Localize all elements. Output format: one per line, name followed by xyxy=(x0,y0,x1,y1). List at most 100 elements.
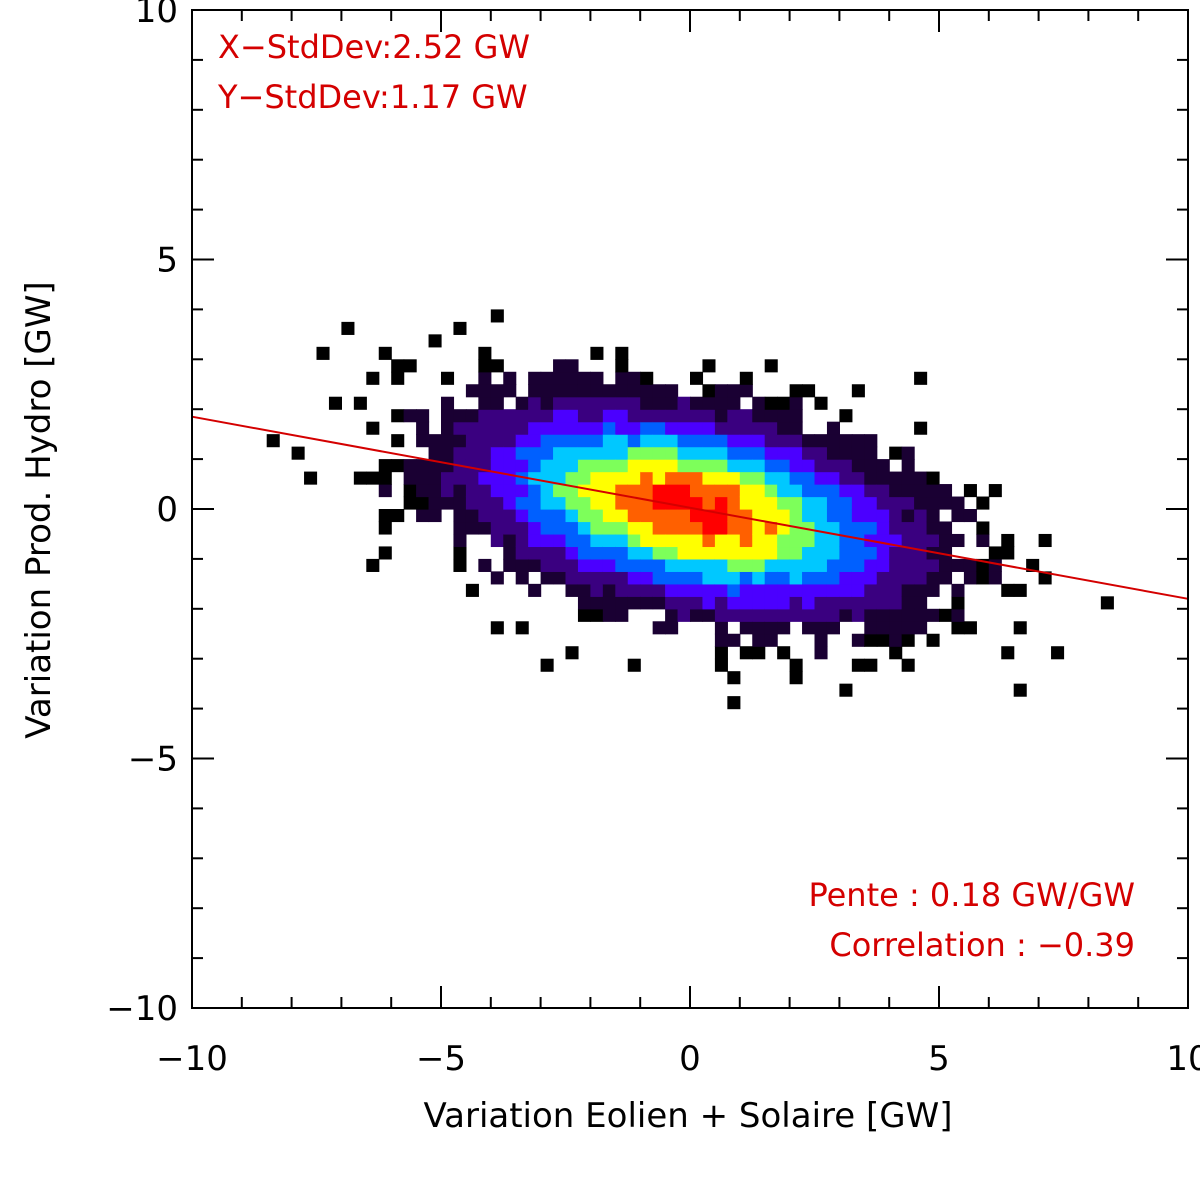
density-bin xyxy=(764,421,778,435)
density-bin xyxy=(739,446,753,460)
density-bin xyxy=(690,596,704,610)
density-bin xyxy=(478,359,492,373)
density-bin xyxy=(876,509,890,523)
density-bin xyxy=(789,446,803,460)
density-bin xyxy=(441,471,455,485)
density-bin xyxy=(565,571,579,585)
density-bin xyxy=(528,546,542,560)
regression-line xyxy=(191,415,1189,600)
density-bin xyxy=(764,459,778,473)
density-bin xyxy=(1013,583,1027,597)
density-bin xyxy=(963,558,977,572)
density-bin xyxy=(665,521,679,535)
density-bin xyxy=(490,571,504,585)
density-bin xyxy=(503,558,517,572)
density-bin xyxy=(764,471,778,485)
density-bin xyxy=(876,596,890,610)
density-bin xyxy=(515,533,529,548)
density-bin xyxy=(528,446,542,460)
density-bin xyxy=(665,596,679,610)
density-bin xyxy=(876,571,890,585)
x-tick-label: −10 xyxy=(156,1039,228,1079)
density-bin xyxy=(640,533,654,548)
density-bin xyxy=(889,471,903,485)
density-bin xyxy=(864,658,878,672)
density-bin xyxy=(490,396,504,410)
density-bin xyxy=(752,496,766,510)
density-bin xyxy=(540,446,554,460)
density-bin xyxy=(777,484,791,498)
density-bin xyxy=(515,459,529,473)
density-bin xyxy=(665,558,679,572)
density-bin xyxy=(453,434,467,448)
x-tick-label: −5 xyxy=(416,1039,466,1079)
density-bin xyxy=(652,521,666,535)
density-bin xyxy=(690,421,704,435)
density-bin xyxy=(515,496,529,510)
density-bin xyxy=(540,409,554,423)
density-bin xyxy=(789,571,803,585)
density-bin xyxy=(453,446,467,460)
density-bin xyxy=(515,471,529,485)
density-bin xyxy=(640,509,654,523)
density-bin xyxy=(528,509,542,523)
density-bin xyxy=(490,446,504,460)
density-bin xyxy=(627,384,641,398)
density-bin xyxy=(851,496,865,510)
density-bin xyxy=(677,409,691,423)
density-bin xyxy=(640,384,654,398)
y-tick-label: 5 xyxy=(156,241,178,281)
density-bin xyxy=(441,484,455,498)
density-bin xyxy=(640,484,654,498)
density-bin xyxy=(864,509,878,523)
density-bin xyxy=(677,533,691,548)
density-bin xyxy=(702,608,716,622)
density-bin xyxy=(640,446,654,460)
density-bin xyxy=(627,558,641,572)
density-bin xyxy=(889,583,903,597)
density-bin xyxy=(441,396,455,410)
density-bin xyxy=(739,484,753,498)
density-bin xyxy=(690,608,704,622)
density-bin xyxy=(814,546,828,560)
density-bin xyxy=(291,446,305,460)
density-bin xyxy=(690,558,704,572)
density-bin xyxy=(826,471,840,485)
density-bin xyxy=(652,484,666,498)
density-bin xyxy=(665,396,679,410)
density-bin xyxy=(627,484,641,498)
density-bin xyxy=(739,571,753,585)
density-bin xyxy=(802,596,816,610)
density-bin xyxy=(727,571,741,585)
density-bin xyxy=(839,496,853,510)
density-bin xyxy=(752,409,766,423)
density-bin xyxy=(739,496,753,510)
density-bin xyxy=(739,384,753,398)
density-bin xyxy=(839,459,853,473)
density-bin xyxy=(739,421,753,435)
density-bin xyxy=(416,459,430,473)
density-bin xyxy=(939,521,953,535)
density-bin xyxy=(926,608,940,622)
density-bin xyxy=(665,409,679,423)
density-bin xyxy=(939,571,953,585)
density-bin xyxy=(577,434,591,448)
density-bin xyxy=(764,558,778,572)
density-bin xyxy=(640,421,654,435)
density-bin xyxy=(839,683,853,697)
density-bin xyxy=(677,484,691,498)
density-bin xyxy=(814,484,828,498)
density-bin xyxy=(789,396,803,410)
density-bin xyxy=(677,421,691,435)
density-bin xyxy=(851,658,865,672)
density-bin xyxy=(590,509,604,523)
density-bin xyxy=(864,471,878,485)
density-bin xyxy=(727,409,741,423)
density-bin xyxy=(727,384,741,398)
density-bin xyxy=(777,608,791,622)
density-bin xyxy=(764,583,778,597)
density-bin xyxy=(889,533,903,548)
density-bin xyxy=(802,496,816,510)
density-bin xyxy=(839,608,853,622)
density-bin xyxy=(939,496,953,510)
